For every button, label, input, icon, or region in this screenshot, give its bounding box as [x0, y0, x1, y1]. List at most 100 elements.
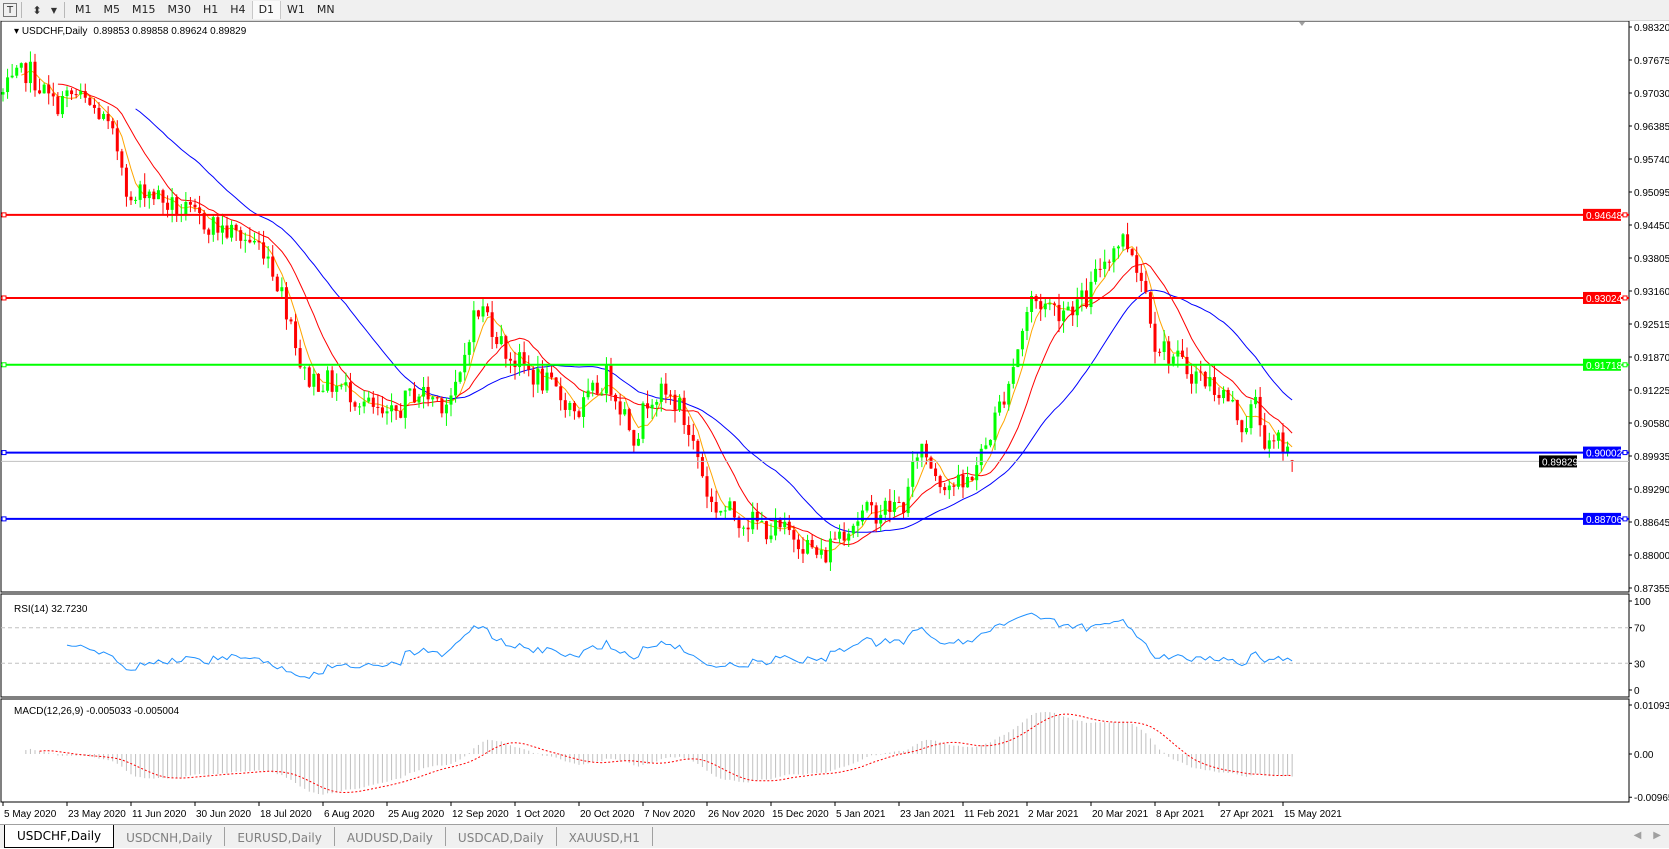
scroll-right-icon[interactable]: ▶ — [1653, 830, 1661, 841]
timeframe-h1[interactable]: H1 — [203, 3, 219, 16]
date-axis-label: 30 Jun 2020 — [196, 809, 251, 820]
timeframe-h4[interactable]: H4 — [230, 3, 246, 16]
price-axis-label: 0.95740 — [1634, 155, 1669, 166]
candle — [1002, 391, 1006, 409]
candle — [970, 476, 974, 482]
candle-body — [755, 511, 759, 522]
tab-usdcnh-daily[interactable]: USDCNH,Daily — [114, 827, 226, 846]
candle — [499, 324, 503, 346]
rsi-panel[interactable]: 100 70 30 0 — [0, 593, 1651, 698]
candle-body — [641, 403, 645, 439]
candle-body — [1148, 292, 1152, 324]
candle — [1, 88, 5, 102]
candle — [19, 62, 23, 73]
candle-body — [559, 386, 563, 401]
tab-xauusd-h1[interactable]: XAUUSD,H1 — [557, 827, 653, 846]
level-handle-left[interactable] — [1, 362, 7, 368]
candle-body — [371, 397, 375, 407]
candle-body — [51, 93, 55, 97]
price-panel[interactable]: 0.98320 0.97675 0.97030 0.96385 0.95740 0.950… — [0, 20, 1669, 595]
scroll-left-icon[interactable]: ◀ — [1633, 830, 1642, 841]
timeframe-m15[interactable]: M15 — [132, 3, 156, 16]
candle-body — [38, 90, 42, 94]
price-axis-label: 0.89935 — [1634, 452, 1669, 463]
candle — [47, 75, 51, 105]
date-axis-label: 6 Aug 2020 — [324, 809, 375, 820]
candle-body — [979, 448, 983, 466]
candle-body — [449, 395, 453, 405]
timeframe-m30[interactable]: M30 — [167, 3, 192, 16]
rsi-panel-frame — [0, 593, 1630, 698]
candle-body — [572, 402, 576, 412]
candle-body — [851, 525, 855, 534]
candle-body — [1217, 394, 1221, 399]
timeframe-w1[interactable]: W1 — [287, 3, 305, 16]
candle-body — [961, 474, 965, 488]
candle-body — [156, 190, 160, 200]
level-handle-left[interactable] — [1, 295, 7, 301]
candle — [495, 331, 499, 349]
candle — [335, 373, 339, 401]
timeframe-m5[interactable]: M5 — [103, 3, 121, 16]
candle — [348, 372, 352, 412]
candle — [239, 226, 243, 249]
level-handle-right[interactable] — [1622, 362, 1628, 368]
candle-body — [700, 457, 704, 477]
candle — [385, 404, 389, 425]
price-axis-label: 0.95095 — [1634, 188, 1669, 199]
candle — [947, 480, 951, 499]
candle — [147, 189, 151, 209]
candle-body — [1167, 341, 1171, 364]
tab-eurusd-daily[interactable]: EURUSD,Daily — [225, 827, 335, 846]
candle-body — [1226, 389, 1230, 402]
rsi-axis-label: 0 — [1634, 686, 1640, 697]
chevron-down-icon[interactable]: ▼ — [50, 5, 58, 15]
timeframe-d1[interactable]: D1 — [251, 1, 282, 19]
candle — [522, 341, 526, 374]
rsi-line — [66, 612, 1293, 679]
candle — [1217, 387, 1221, 405]
candle-body — [604, 365, 608, 394]
level-handle-left[interactable] — [1, 212, 7, 218]
candle — [714, 490, 718, 520]
text-tool-icon[interactable]: T — [3, 3, 17, 17]
rsi-axis-label: 70 — [1634, 624, 1646, 635]
candle-body — [668, 394, 672, 396]
tab-usdchf-daily[interactable]: USDCHF,Daily — [4, 825, 115, 848]
candle-body — [1135, 255, 1139, 273]
candle — [339, 383, 343, 390]
price-axis-label: 0.91225 — [1634, 386, 1669, 397]
candle-body — [1171, 356, 1175, 364]
candle — [481, 297, 485, 323]
candle — [888, 489, 892, 523]
candle-body — [664, 383, 668, 395]
candle-body — [230, 224, 234, 238]
timeframe-m1[interactable]: M1 — [75, 3, 92, 16]
chart-window[interactable]: 0.98320 0.97675 0.97030 0.96385 0.95740 0.950… — [0, 0, 1669, 824]
candle — [294, 313, 298, 356]
level-handle-right[interactable] — [1622, 516, 1628, 522]
level-handle-right[interactable] — [1622, 295, 1628, 301]
candle — [216, 214, 220, 241]
level-handle-right[interactable] — [1622, 212, 1628, 218]
candle-body — [198, 207, 202, 214]
timeframe-mn[interactable]: MN — [316, 3, 335, 16]
candle — [696, 439, 700, 469]
candle-body — [838, 531, 842, 539]
candle — [600, 387, 604, 396]
level-handle-left[interactable] — [1, 516, 7, 522]
tab-usdcad-daily[interactable]: USDCAD,Daily — [446, 827, 557, 846]
level-handle-left[interactable] — [1, 450, 7, 456]
candle-body — [1057, 304, 1061, 322]
candle — [655, 399, 659, 417]
chart-shift-marker-icon[interactable] — [1299, 22, 1305, 26]
arrow-shapes-icon[interactable]: ⬍ — [32, 3, 42, 17]
candle-body — [1153, 323, 1157, 352]
tab-audusd-daily[interactable]: AUDUSD,Daily — [335, 827, 446, 846]
candle — [1254, 389, 1258, 409]
candle — [28, 51, 32, 93]
candle — [129, 191, 133, 205]
candle-body — [431, 397, 435, 400]
level-handle-right[interactable] — [1622, 450, 1628, 456]
